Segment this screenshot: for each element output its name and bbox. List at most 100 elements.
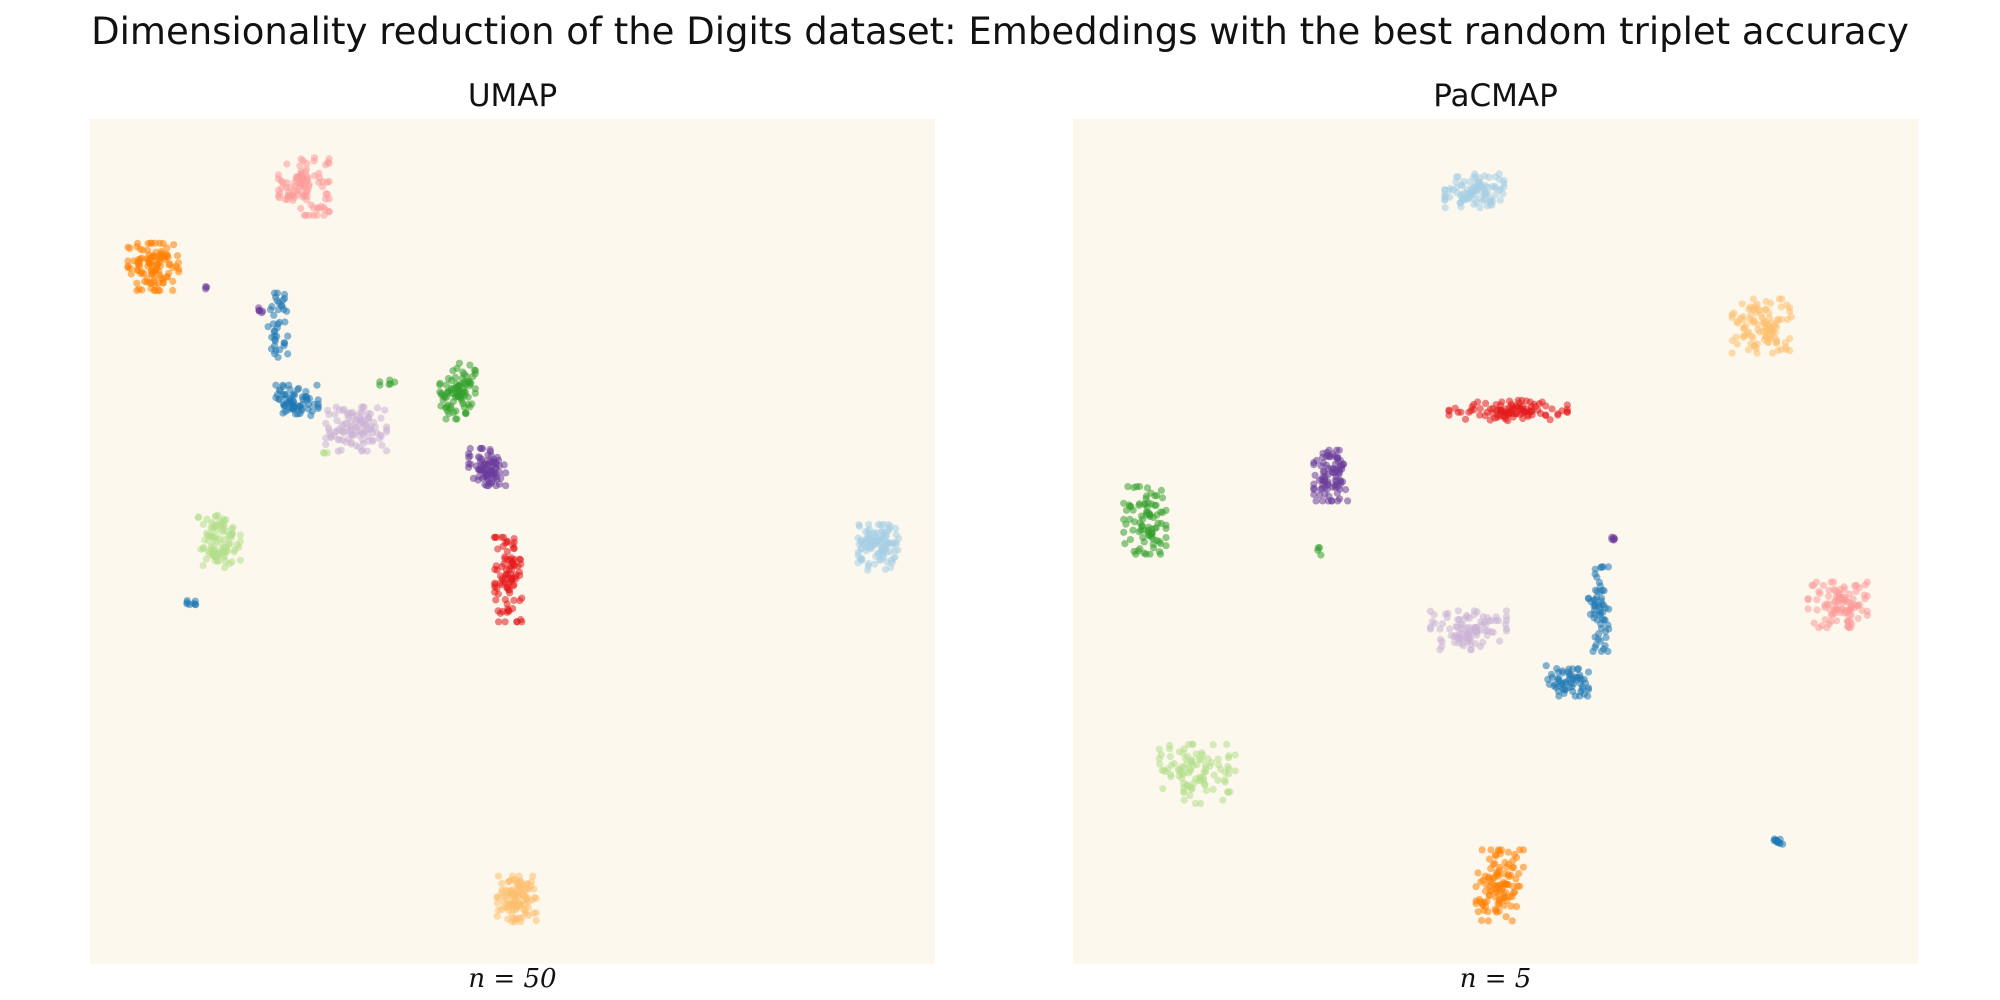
scatter-point	[1146, 511, 1154, 519]
scatter-point	[1753, 340, 1761, 348]
scatter-point	[269, 320, 277, 328]
scatter-point	[1834, 605, 1842, 613]
pacmap-cluster-class-6	[1472, 846, 1527, 925]
scatter-point	[1201, 780, 1209, 788]
scatter-point	[1208, 758, 1216, 767]
scatter-point	[1313, 456, 1321, 464]
scatter-point	[217, 540, 225, 548]
scatter-point	[124, 257, 132, 265]
scatter-point	[1142, 550, 1150, 558]
scatter-point	[1184, 782, 1192, 790]
scatter-point	[496, 609, 504, 617]
pacmap-parameter-label: n = 5	[1459, 964, 1532, 994]
scatter-point	[1821, 601, 1829, 609]
scatter-point	[1447, 632, 1455, 640]
scatter-point	[1180, 763, 1188, 772]
scatter-point	[1471, 170, 1479, 178]
scatter-point	[323, 449, 331, 457]
scatter-point	[304, 174, 312, 182]
scatter-point	[286, 397, 294, 405]
scatter-point	[1344, 497, 1352, 505]
scatter-point	[1210, 771, 1218, 779]
scatter-point	[1747, 340, 1755, 348]
scatter-point	[887, 556, 895, 564]
scatter-point	[502, 469, 510, 477]
scatter-point	[173, 252, 182, 260]
figure-title: Dimensionality reduction of the Digits d…	[91, 10, 1909, 53]
scatter-point	[1827, 617, 1835, 626]
scatter-point	[892, 524, 900, 533]
scatter-point	[511, 897, 520, 905]
scatter-point	[361, 420, 369, 428]
pacmap-cluster-class-0	[1542, 662, 1593, 700]
scatter-point	[334, 447, 342, 455]
scatter-point	[226, 560, 234, 568]
scatter-point	[1596, 637, 1605, 645]
scatter-point	[483, 460, 491, 468]
scatter-point	[498, 581, 506, 589]
scatter-point	[493, 475, 501, 483]
scatter-point	[1604, 563, 1612, 571]
scatter-point	[1505, 397, 1514, 405]
scatter-point	[1840, 583, 1848, 591]
scatter-point	[1180, 745, 1188, 753]
scatter-point	[1492, 888, 1500, 897]
scatter-point	[297, 170, 305, 178]
scatter-point	[509, 605, 517, 613]
scatter-point	[1453, 183, 1461, 192]
scatter-point	[333, 417, 341, 425]
scatter-point	[1787, 313, 1795, 321]
scatter-point	[1168, 761, 1176, 769]
scatter-point	[325, 159, 333, 167]
pacmap-cluster-class-1	[1441, 170, 1508, 212]
scatter-point	[516, 597, 524, 605]
pacmap-cluster-class-2	[1314, 544, 1325, 559]
scatter-point	[376, 431, 384, 439]
scatter-point	[1827, 611, 1835, 620]
scatter-point	[1145, 523, 1153, 531]
scatter-point	[485, 479, 493, 487]
scatter-point	[1777, 303, 1785, 311]
scatter-point	[202, 555, 210, 563]
scatter-point	[502, 570, 510, 579]
scatter-point	[1157, 486, 1165, 494]
scatter-point	[1136, 519, 1144, 527]
scatter-point	[523, 893, 531, 902]
scatter-point	[1560, 689, 1568, 698]
scatter-point	[203, 515, 211, 523]
scatter-point	[468, 400, 476, 408]
scatter-point	[451, 390, 459, 398]
scatter-point	[465, 453, 473, 461]
scatter-point	[1129, 526, 1137, 534]
scatter-point	[1565, 665, 1573, 673]
scatter-point	[471, 366, 479, 374]
scatter-point	[1740, 324, 1748, 332]
scatter-point	[383, 447, 391, 455]
scatter-point	[477, 444, 485, 453]
scatter-point	[1442, 610, 1450, 618]
scatter-point	[1465, 630, 1473, 638]
scatter-point	[1328, 465, 1336, 473]
scatter-point	[1507, 902, 1515, 910]
scatter-point	[1486, 416, 1494, 424]
scatter-point	[1745, 328, 1753, 336]
scatter-point	[325, 195, 333, 203]
pacmap-cluster-class-8	[1310, 446, 1352, 505]
scatter-point	[1317, 551, 1325, 559]
scatter-point	[491, 581, 499, 589]
scatter-point	[325, 208, 333, 216]
scatter-point	[1576, 679, 1584, 688]
scatter-point	[1162, 506, 1170, 514]
scatter-point	[1530, 400, 1538, 408]
scatter-point	[220, 521, 228, 529]
scatter-point	[1438, 638, 1446, 646]
scatter-point	[529, 909, 538, 917]
scatter-point	[1482, 399, 1490, 407]
scatter-point	[377, 414, 385, 422]
scatter-point	[1470, 200, 1478, 208]
scatter-point	[1441, 204, 1449, 212]
scatter-point	[1513, 853, 1521, 862]
scatter-point	[1509, 889, 1518, 897]
scatter-point	[364, 414, 372, 422]
scatter-point	[1492, 852, 1500, 860]
